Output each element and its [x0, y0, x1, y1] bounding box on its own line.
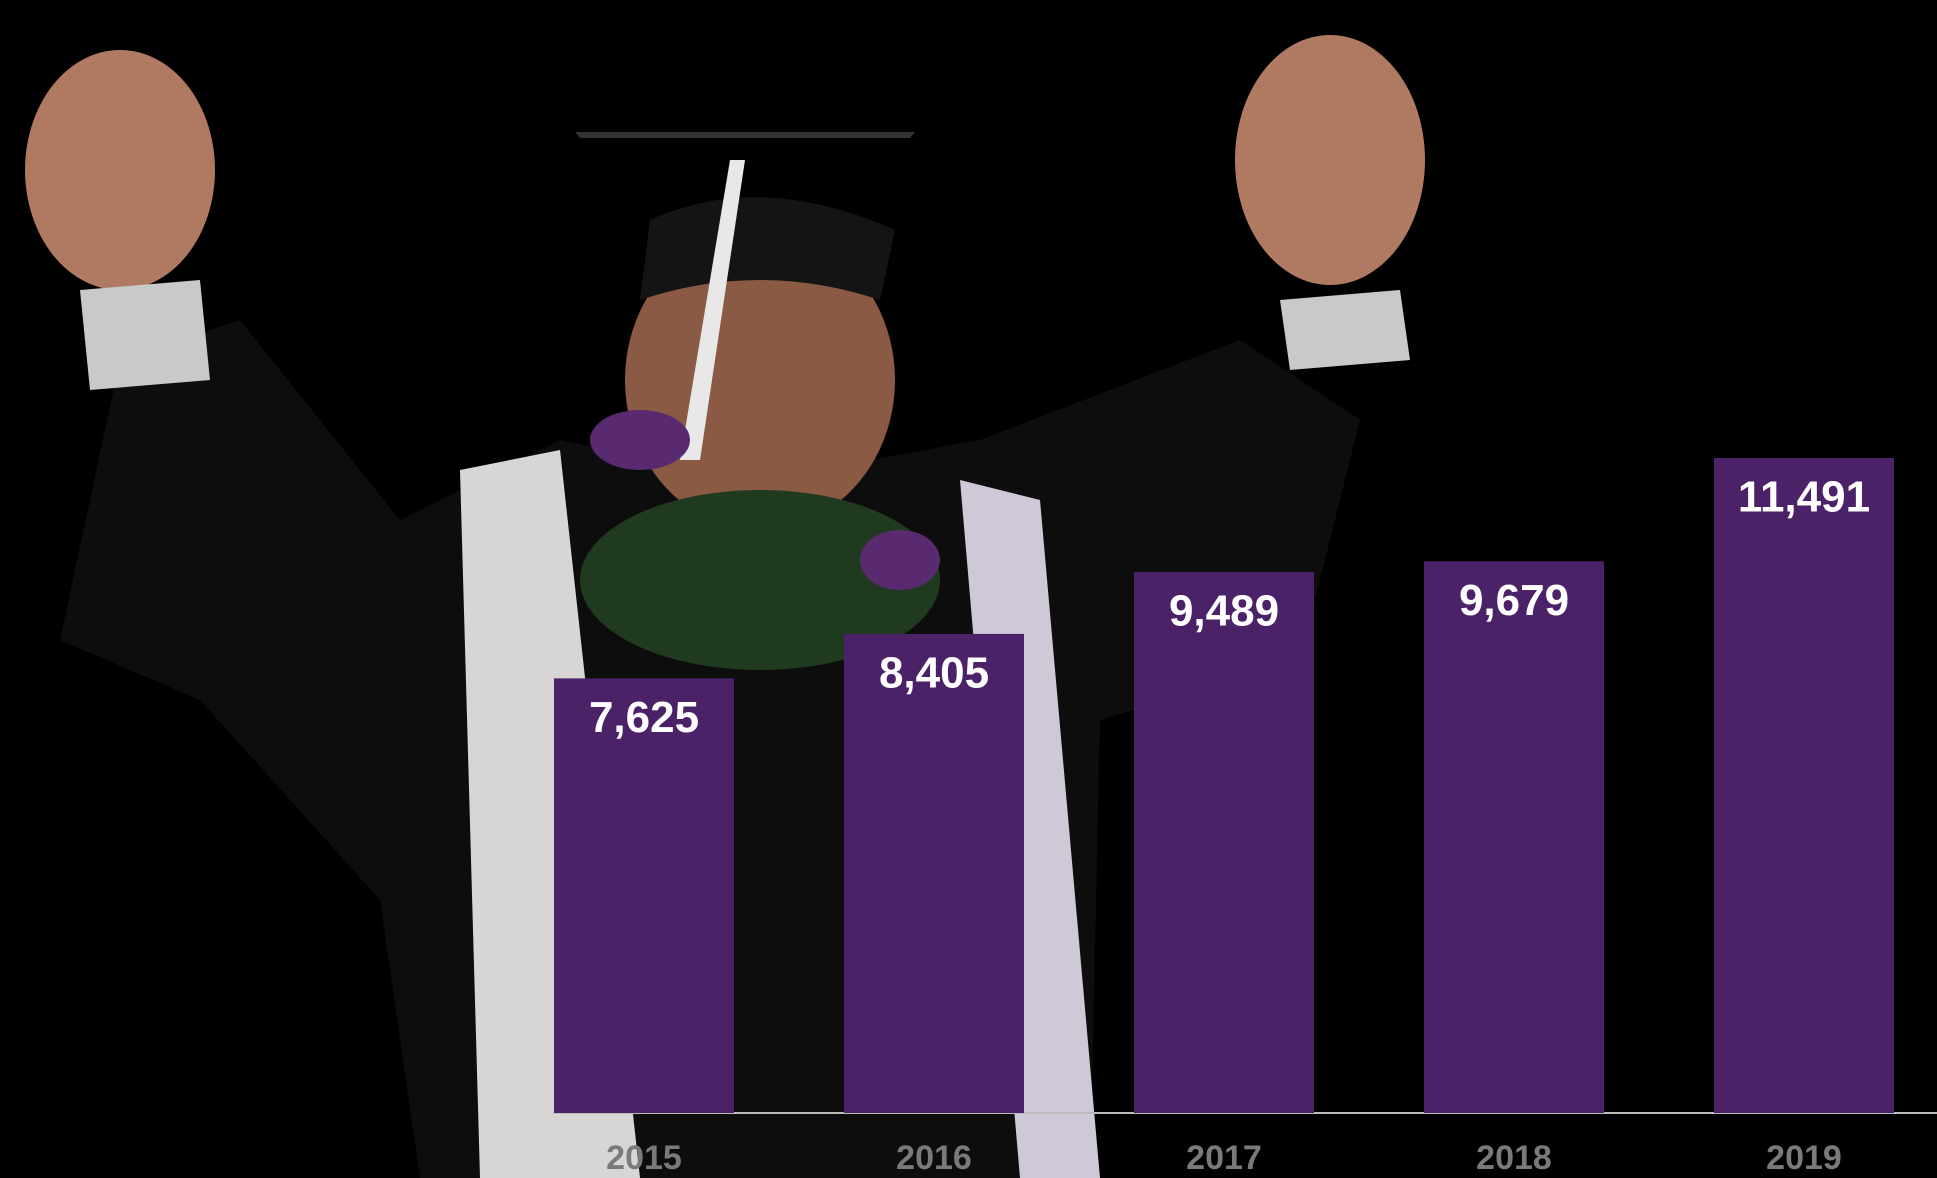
value-label: 9,489: [1169, 587, 1279, 636]
bar: [844, 633, 1024, 1113]
bar: [1134, 572, 1314, 1113]
bar: [1714, 458, 1894, 1113]
bar: [554, 678, 734, 1113]
x-tick-label: 2019: [1766, 1139, 1842, 1177]
x-tick-label: 2017: [1186, 1139, 1262, 1177]
value-label: 8,405: [879, 649, 989, 698]
x-tick-label: 2018: [1476, 1139, 1552, 1177]
x-tick-label: 2016: [896, 1139, 972, 1177]
x-tick-label: 2015: [606, 1139, 682, 1177]
value-label: 11,491: [1738, 473, 1870, 522]
value-label: 7,625: [589, 693, 699, 742]
bar: [1424, 561, 1604, 1113]
value-label: 9,679: [1459, 576, 1569, 625]
